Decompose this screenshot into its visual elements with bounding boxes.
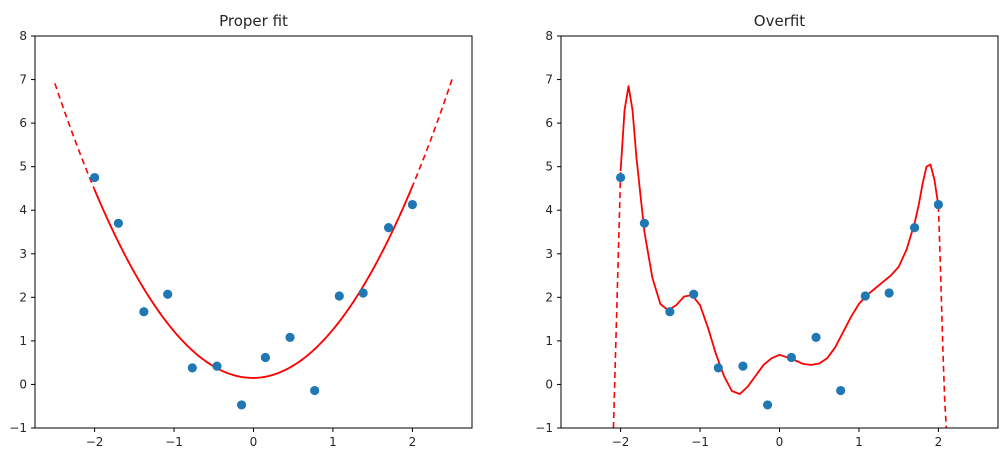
y-tick-label: 3 bbox=[545, 247, 553, 261]
data-point bbox=[909, 223, 920, 233]
y-tick-label: 7 bbox=[545, 73, 553, 87]
plot-area bbox=[612, 85, 948, 428]
y-tick-label: 5 bbox=[545, 160, 553, 174]
data-point bbox=[285, 332, 295, 343]
x-tick-label: −2 bbox=[612, 435, 630, 449]
x-tick-label: 0 bbox=[250, 435, 258, 449]
x-tick-label: 1 bbox=[855, 435, 863, 449]
data-point bbox=[639, 218, 650, 228]
data-point bbox=[113, 218, 124, 228]
chart-title: Overfit bbox=[754, 12, 806, 30]
x-tick-label: 1 bbox=[329, 435, 337, 449]
data-point bbox=[860, 291, 870, 301]
data-point bbox=[884, 288, 894, 298]
y-tick-label: 3 bbox=[19, 247, 27, 261]
data-point bbox=[786, 352, 797, 363]
x-tick-label: 2 bbox=[935, 435, 943, 449]
y-tick-label: 6 bbox=[19, 116, 27, 130]
chart-proper-fit: −2 −1 0 1 2 −1 0 1 2 3 4 5 6 7 8 Proper fit bbox=[9, 12, 473, 449]
data-point bbox=[358, 288, 368, 298]
data-point bbox=[383, 223, 394, 233]
y-tick-label: 4 bbox=[545, 203, 553, 217]
chart-overfit: −2 −1 0 1 2 −1 0 1 2 3 4 5 6 7 8 Overfit bbox=[535, 12, 999, 449]
y-tick-label: 8 bbox=[545, 29, 553, 43]
x-tick-label: 2 bbox=[409, 435, 417, 449]
data-point bbox=[738, 361, 748, 371]
data-point bbox=[836, 385, 846, 396]
data-point bbox=[933, 199, 944, 210]
x-tick-label: −1 bbox=[691, 435, 709, 449]
data-point bbox=[334, 291, 344, 301]
y-tick-label: 1 bbox=[19, 334, 27, 348]
y-tick-label: 8 bbox=[19, 29, 27, 43]
y-tick-label: 1 bbox=[545, 334, 553, 348]
data-point bbox=[163, 289, 173, 299]
data-point bbox=[89, 172, 100, 183]
y-tick-label: 0 bbox=[19, 377, 27, 391]
data-point bbox=[212, 361, 222, 371]
y-tick-label: −1 bbox=[9, 421, 27, 435]
data-point bbox=[762, 400, 773, 410]
y-tick-label: 2 bbox=[545, 290, 553, 304]
data-point bbox=[139, 307, 149, 317]
data-point bbox=[713, 363, 723, 373]
data-point bbox=[310, 385, 320, 396]
y-tick-label: −1 bbox=[535, 421, 553, 435]
y-tick-label: 7 bbox=[19, 73, 27, 87]
fit-line-solid bbox=[619, 85, 940, 395]
data-point bbox=[689, 289, 699, 299]
x-tick-label: −2 bbox=[86, 435, 104, 449]
fit-line-dashed-left bbox=[612, 170, 622, 428]
x-tick-label: −1 bbox=[165, 435, 183, 449]
y-tick-label: 5 bbox=[19, 160, 27, 174]
data-point bbox=[260, 352, 271, 363]
y-tick-label: 6 bbox=[545, 116, 553, 130]
y-tick-label: 0 bbox=[545, 377, 553, 391]
y-tick-label: 4 bbox=[19, 203, 27, 217]
axes-frame bbox=[34, 35, 473, 429]
x-tick-label: 0 bbox=[776, 435, 784, 449]
fit-line-dashed-right bbox=[937, 205, 948, 428]
chart-title: Proper fit bbox=[219, 12, 288, 30]
data-point bbox=[665, 307, 675, 317]
data-point bbox=[236, 400, 247, 410]
data-point bbox=[407, 199, 418, 210]
fit-line-solid bbox=[93, 185, 414, 379]
plot-area bbox=[54, 78, 453, 410]
data-point bbox=[187, 363, 197, 373]
y-tick-label: 2 bbox=[19, 290, 27, 304]
data-point bbox=[615, 172, 626, 183]
data-point bbox=[811, 332, 821, 343]
